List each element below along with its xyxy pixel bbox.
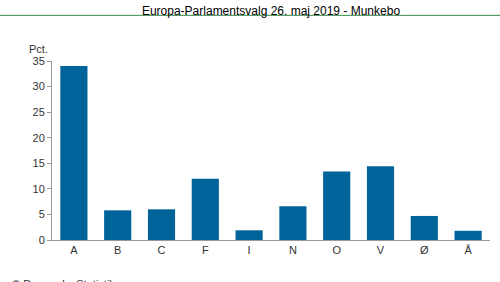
svg-text:V: V	[377, 244, 385, 256]
svg-text:A: A	[70, 244, 78, 256]
svg-text:10: 10	[33, 183, 45, 195]
svg-text:O: O	[332, 244, 341, 256]
svg-text:I: I	[248, 244, 251, 256]
svg-text:© Danmarks Statistik: © Danmarks Statistik	[12, 278, 115, 282]
svg-text:Å: Å	[464, 244, 472, 256]
svg-text:20: 20	[33, 132, 45, 144]
svg-text:Ø: Ø	[420, 244, 429, 256]
svg-text:F: F	[202, 244, 209, 256]
svg-text:25: 25	[33, 106, 45, 118]
svg-text:15: 15	[33, 157, 45, 169]
svg-text:Pct.: Pct.	[29, 43, 48, 55]
svg-text:N: N	[289, 244, 297, 256]
svg-text:5: 5	[39, 208, 45, 220]
svg-text:C: C	[158, 244, 166, 256]
svg-text:Europa-Parlamentsvalg 26. maj: Europa-Parlamentsvalg 26. maj 2019 - Mun…	[142, 4, 400, 18]
svg-text:B: B	[114, 244, 121, 256]
svg-text:30: 30	[33, 80, 45, 92]
svg-text:35: 35	[33, 55, 45, 67]
svg-text:0: 0	[39, 234, 45, 246]
